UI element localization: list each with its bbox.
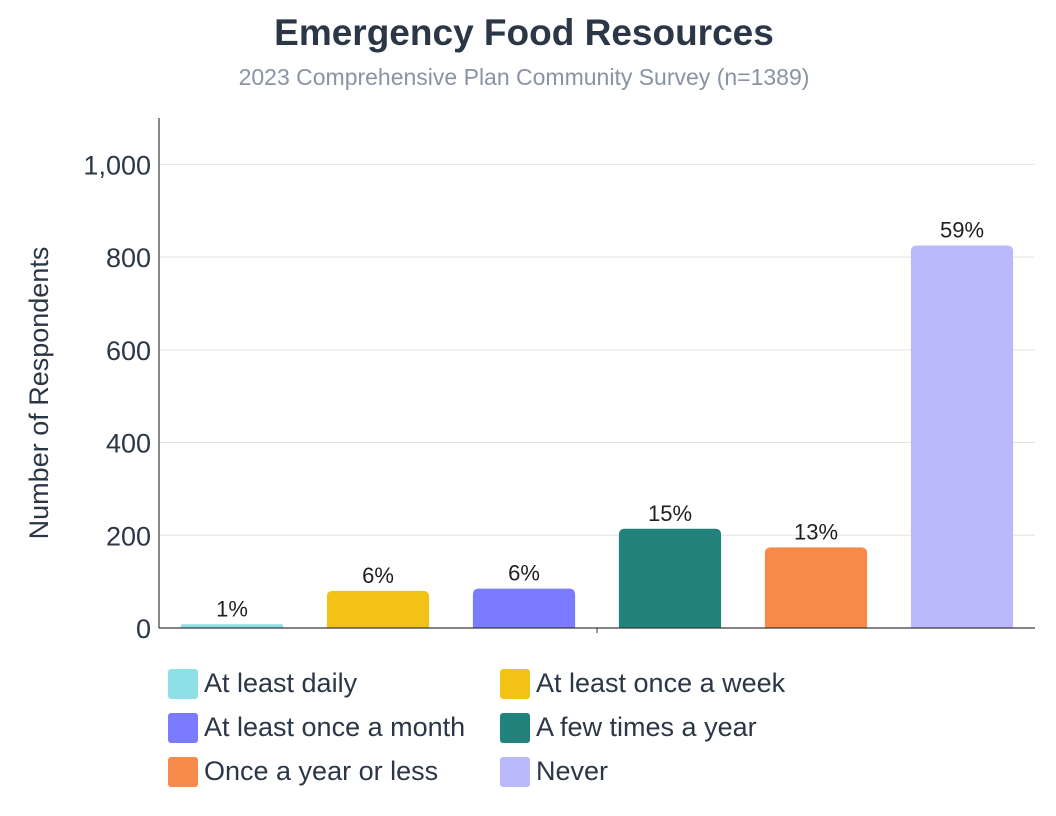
legend-label: Never [536,756,609,786]
bar-3 [472,588,576,628]
bar-value-label: 15% [648,501,692,526]
chart-subtitle: 2023 Comprehensive Plan Community Survey… [238,64,810,90]
legend-label: At least daily [204,668,358,698]
y-tick-label: 0 [136,614,151,644]
bar-1 [180,624,284,628]
legend-swatch [500,668,530,699]
legend-item: At least once a week [500,668,785,699]
legend-item: At least daily [168,668,357,699]
legend-label: At least once a month [204,712,466,742]
legend-label: At least once a week [536,668,786,698]
legend-item: A few times a year [500,712,757,743]
legend-swatch [168,712,198,743]
bar-value-label: 59% [940,218,984,243]
y-tick-label: 1,000 [83,150,151,180]
legend-swatch [500,712,530,743]
legend-label: Once a year or less [204,756,439,786]
bar-value-label: 13% [794,519,838,544]
y-tick-label: 400 [106,429,151,459]
y-tick-label: 600 [106,336,151,366]
legend-swatch [168,756,198,787]
bar-value-label: 6% [508,561,540,586]
legend-swatch [168,668,198,699]
legend-item: Once a year or less [168,756,438,787]
legend-item: Never [500,756,608,787]
y-axis-label: Number of Respondents [24,247,54,540]
bar-6 [910,245,1014,628]
chart-title: Emergency Food Resources [274,12,774,53]
y-tick-label: 200 [106,521,151,551]
gridlines [159,163,1035,536]
legend-item: At least once a month [168,712,465,743]
legend-swatch [500,756,530,787]
bar-value-label: 1% [216,596,248,621]
bar-value-label: 6% [362,563,394,588]
bar-labels: 1% 6% 6% 15% 13% 59% [216,218,984,622]
legend-label: A few times a year [536,712,757,742]
bar-5 [764,547,868,628]
bars [180,245,1014,628]
bar-chart: 1% 6% 6% 15% 13% 59% 0 200 400 600 800 1,000 Numbe… [24,118,1035,644]
bar-2 [326,590,430,628]
y-tick-label: 800 [106,243,151,273]
bar-4 [618,528,722,628]
y-axis-ticks: 0 200 400 600 800 1,000 [83,150,151,644]
